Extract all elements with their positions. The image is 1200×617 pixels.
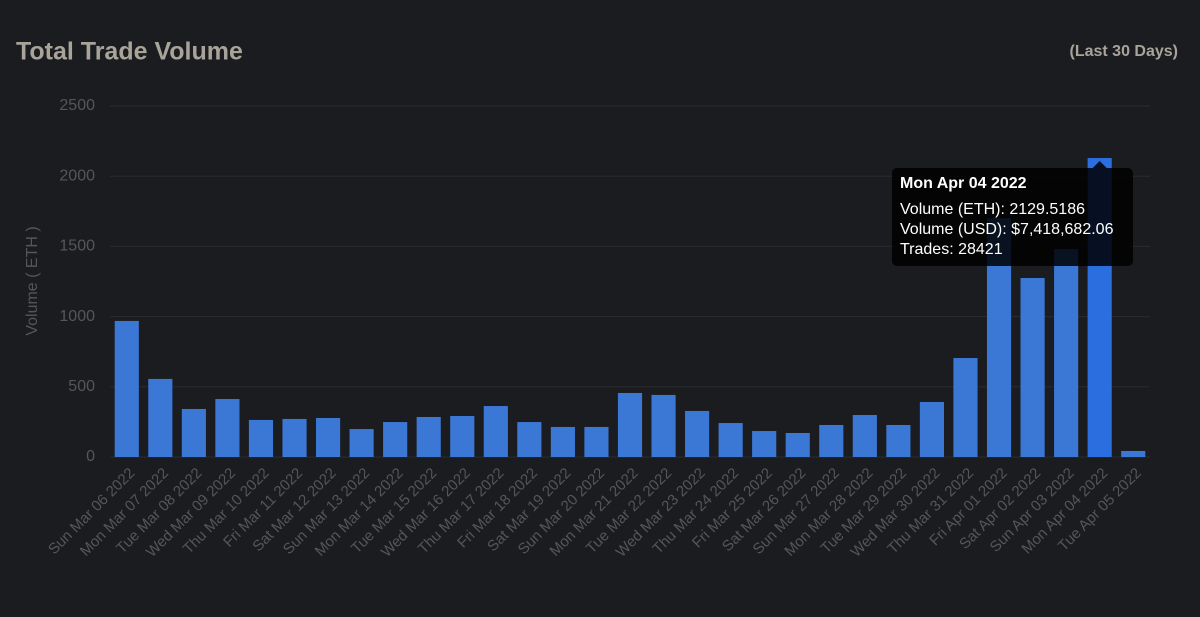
bar xyxy=(718,423,743,457)
bar xyxy=(953,358,978,457)
bar xyxy=(114,320,139,457)
bar xyxy=(1121,450,1146,457)
y-tick-label: 1000 xyxy=(59,308,95,325)
bar xyxy=(651,394,676,457)
bar xyxy=(416,416,441,457)
bar xyxy=(1054,249,1079,457)
y-tick-label: 2000 xyxy=(59,167,95,184)
bar xyxy=(584,426,609,457)
bar xyxy=(315,417,341,457)
y-axis-label: Volume ( ETH ) xyxy=(24,226,41,335)
bar xyxy=(550,426,575,457)
y-tick-label: 1500 xyxy=(59,238,95,255)
bar xyxy=(517,422,542,457)
bar xyxy=(383,422,408,457)
tooltip-line: Volume (USD): $7,418,682.06 xyxy=(900,221,1114,238)
bar xyxy=(886,424,911,457)
chart-subtitle: (Last 30 Days) xyxy=(1070,43,1179,60)
bar xyxy=(685,410,710,457)
bar xyxy=(819,424,844,457)
bar xyxy=(282,418,307,457)
bar xyxy=(248,419,274,457)
y-tick-label: 500 xyxy=(68,378,95,395)
bar xyxy=(852,415,877,457)
bar xyxy=(148,378,173,457)
bar xyxy=(617,392,643,457)
tooltip-line: Trades: 28421 xyxy=(900,241,1003,258)
tooltip: Mon Apr 04 2022 Volume (ETH): 2129.5186 Vo… xyxy=(892,161,1133,266)
tooltip-arrow xyxy=(1092,161,1107,168)
bar xyxy=(450,416,475,457)
bar xyxy=(181,408,206,457)
bar xyxy=(349,429,374,457)
tooltip-line: Volume (ETH): 2129.5186 xyxy=(900,201,1085,218)
bar xyxy=(1020,277,1045,457)
y-tick-label: 2500 xyxy=(59,97,95,114)
bar xyxy=(215,399,240,457)
chart-title: Total Trade Volume xyxy=(16,38,243,66)
bar xyxy=(785,432,810,457)
bar xyxy=(483,406,508,457)
tooltip-title: Mon Apr 04 2022 xyxy=(900,175,1027,192)
tooltip-box xyxy=(892,168,1133,266)
y-tick-label: 0 xyxy=(86,448,95,465)
bar xyxy=(752,431,777,457)
bar xyxy=(919,401,945,457)
